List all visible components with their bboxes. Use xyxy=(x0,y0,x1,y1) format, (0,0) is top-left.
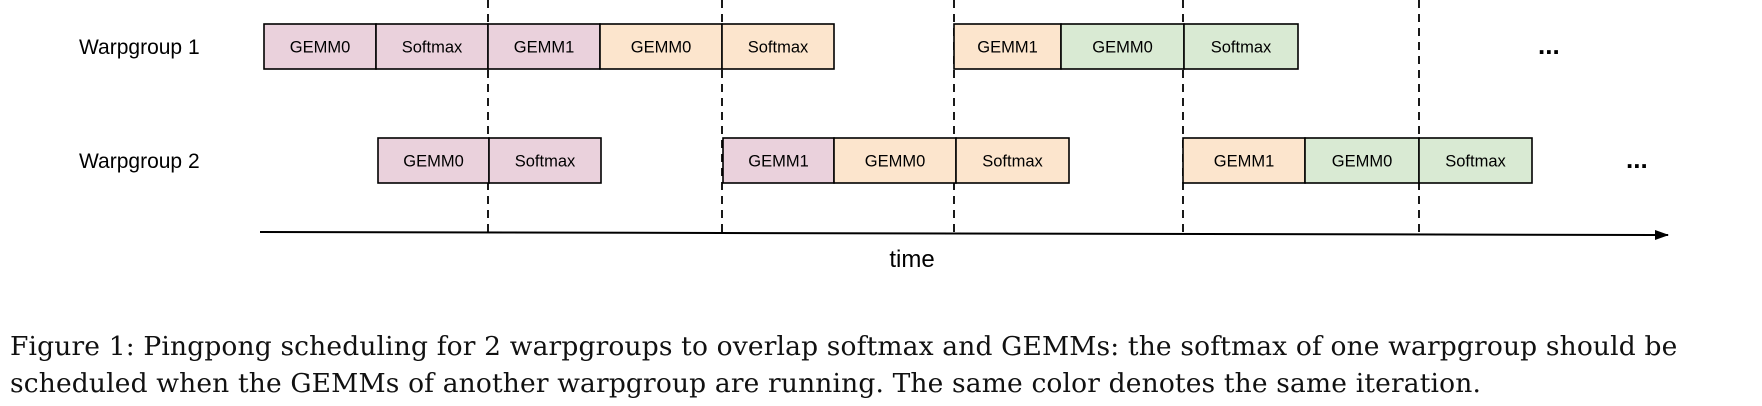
wg1-block-gemm1-6: GEMM1 xyxy=(953,23,1062,70)
wg2-block-softmax-2: Softmax xyxy=(488,137,602,184)
block-label: Softmax xyxy=(982,153,1043,171)
block-rect xyxy=(377,137,490,184)
block-rect xyxy=(833,137,957,184)
wg2-block-gemm1-3: GEMM1 xyxy=(722,137,835,184)
block-label: Softmax xyxy=(515,153,576,171)
warpgroup-1-ellipsis: ... xyxy=(1538,30,1560,60)
figure-caption: Figure 1: Pingpong scheduling for 2 warp… xyxy=(10,328,1755,402)
wg2-block-gemm1-6: GEMM1 xyxy=(1182,137,1306,184)
warpgroup-2-label: Warpgroup 2 xyxy=(79,150,200,173)
block-label: Softmax xyxy=(402,39,463,57)
block-rect xyxy=(955,137,1070,184)
block-rect xyxy=(1183,23,1299,70)
block-label: GEMM1 xyxy=(1214,153,1275,171)
block-label: GEMM0 xyxy=(1332,153,1393,171)
block-label: GEMM1 xyxy=(977,39,1038,57)
block-label: GEMM1 xyxy=(748,153,809,171)
block-label: Softmax xyxy=(748,39,809,57)
block-rect xyxy=(1304,137,1420,184)
wg2-block-softmax-5: Softmax xyxy=(955,137,1070,184)
block-rect xyxy=(953,23,1062,70)
wg1-block-softmax-8: Softmax xyxy=(1183,23,1299,70)
wg2-block-gemm0-1: GEMM0 xyxy=(377,137,490,184)
caption-line-2: scheduled when the GEMMs of another warp… xyxy=(10,368,1482,399)
warpgroup-2-lane: Warpgroup 2 GEMM0 Softmax GEMM1 GEMM0 Softma… xyxy=(79,137,1648,184)
wg1-block-gemm0-7: GEMM0 xyxy=(1060,23,1185,70)
block-label: GEMM0 xyxy=(631,39,692,57)
caption-line-1: Figure 1: Pingpong scheduling for 2 warp… xyxy=(10,331,1678,362)
warpgroup-2-ellipsis: ... xyxy=(1626,144,1648,174)
block-label: GEMM0 xyxy=(290,39,351,57)
wg2-block-gemm0-4: GEMM0 xyxy=(833,137,957,184)
wg1-block-softmax-5: Softmax xyxy=(721,23,835,70)
block-rect xyxy=(721,23,835,70)
block-rect xyxy=(599,23,723,70)
time-axis-arrow xyxy=(259,229,1669,240)
block-rect xyxy=(263,23,377,70)
wg1-block-gemm0-1: GEMM0 xyxy=(263,23,377,70)
wg1-block-softmax-2: Softmax xyxy=(375,23,489,70)
block-label: Softmax xyxy=(1445,153,1506,171)
block-label: GEMM0 xyxy=(1092,39,1153,57)
block-label: Softmax xyxy=(1211,39,1272,57)
block-rect xyxy=(722,137,835,184)
block-label: GEMM0 xyxy=(865,153,926,171)
iteration-dividers xyxy=(487,0,1420,236)
block-rect xyxy=(487,23,601,70)
wg1-block-gemm0-4: GEMM0 xyxy=(599,23,723,70)
block-label: GEMM0 xyxy=(403,153,464,171)
warpgroup-1-label: Warpgroup 1 xyxy=(79,36,200,59)
block-rect xyxy=(1418,137,1533,184)
wg2-block-gemm0-7: GEMM0 xyxy=(1304,137,1420,184)
pingpong-schedule-diagram: Warpgroup 1 GEMM0 Softmax GEMM1 GEMM0 Softma… xyxy=(79,0,1669,273)
warpgroup-1-lane: Warpgroup 1 GEMM0 Softmax GEMM1 GEMM0 Softma… xyxy=(79,23,1560,70)
wg1-block-gemm1-3: GEMM1 xyxy=(487,23,601,70)
time-axis-label: time xyxy=(889,246,934,273)
block-rect xyxy=(488,137,602,184)
block-rect xyxy=(1060,23,1185,70)
block-label: GEMM1 xyxy=(514,39,575,57)
wg2-block-softmax-8: Softmax xyxy=(1418,137,1533,184)
